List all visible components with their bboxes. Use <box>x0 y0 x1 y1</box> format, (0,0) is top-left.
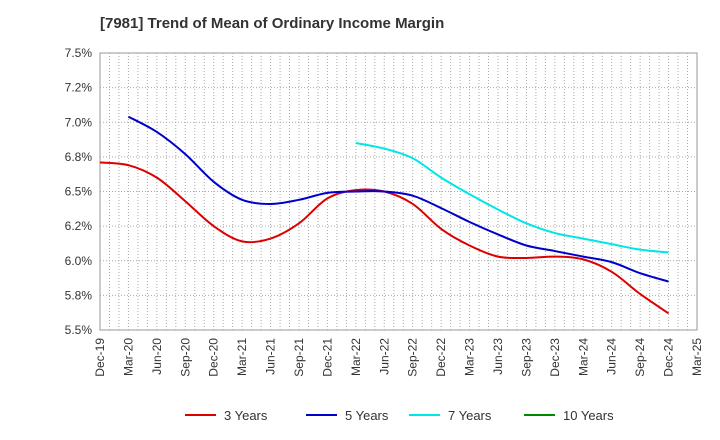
x-tick-label: Sep-22 <box>406 338 420 377</box>
legend-label-3-years: 3 Years <box>224 408 268 423</box>
series-line-7-years <box>355 142 669 254</box>
chart-title: [7981] Trend of Mean of Ordinary Income … <box>100 15 445 32</box>
y-tick-label: 7.2% <box>65 81 93 95</box>
x-tick-label: Dec-20 <box>207 338 221 377</box>
x-tick-label: Sep-24 <box>633 338 647 377</box>
y-tick-label: 6.0% <box>65 254 93 268</box>
y-tick-label: 6.5% <box>65 185 93 199</box>
x-tick-label: Jun-23 <box>491 338 505 375</box>
y-tick-label: 5.8% <box>65 288 93 302</box>
grid <box>100 53 697 330</box>
legend: 3 Years 5 Years 7 Years 10 Years <box>185 408 614 423</box>
legend-label-7-years: 7 Years <box>448 408 492 423</box>
x-tick-label: Mar-23 <box>463 338 477 376</box>
x-tick-label: Mar-25 <box>690 338 704 376</box>
x-tick-label: Mar-20 <box>121 338 135 376</box>
x-tick-label: Sep-20 <box>178 338 192 377</box>
series-lines <box>99 115 670 315</box>
x-tick-label: Dec-22 <box>434 338 448 377</box>
legend-label-10-years: 10 Years <box>563 408 614 423</box>
y-tick-label: 7.5% <box>65 46 93 60</box>
x-tick-label: Sep-23 <box>519 338 533 377</box>
x-tick-label: Dec-19 <box>93 338 107 377</box>
x-axis: Dec-19 Mar-20 Jun-20 Sep-20 Dec-20 Mar-21 Jun-… <box>93 338 704 377</box>
y-tick-label: 6.2% <box>65 219 93 233</box>
x-tick-label: Mar-24 <box>576 338 590 376</box>
series-line-5-years <box>127 115 669 283</box>
x-tick-label: Dec-24 <box>662 338 676 377</box>
x-tick-label: Dec-23 <box>548 338 562 377</box>
y-tick-label: 5.5% <box>65 323 93 337</box>
y-tick-label: 6.8% <box>65 150 93 164</box>
x-tick-label: Sep-21 <box>292 338 306 377</box>
y-tick-label: 7.0% <box>65 115 93 129</box>
y-axis: 7.5% 7.2% 7.0% 6.8% 6.5% 6.2% 6.0% 5.8% 5.5% <box>65 46 93 337</box>
x-tick-label: Mar-21 <box>235 338 249 376</box>
x-tick-label: Mar-22 <box>349 338 363 376</box>
x-tick-label: Dec-21 <box>320 338 334 377</box>
x-tick-label: Jun-24 <box>605 338 619 375</box>
legend-label-5-years: 5 Years <box>345 408 389 423</box>
x-tick-label: Jun-20 <box>150 338 164 375</box>
x-tick-label: Jun-22 <box>377 338 391 375</box>
x-tick-label: Jun-21 <box>264 338 278 375</box>
